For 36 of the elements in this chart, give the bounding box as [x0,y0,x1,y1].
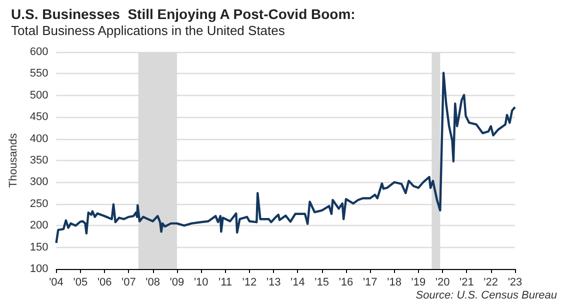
y-tick-label: 550 [30,68,48,80]
line-series [55,72,516,244]
x-tick-label: '09 [170,276,184,288]
x-tick-label: '13 [266,276,281,288]
chart-subtitle: Total Business Applications in the United States [11,23,286,38]
x-tick-label: '22 [484,276,498,288]
x-tick-label: '12 [242,276,257,288]
x-tick-label: '20 [435,276,450,288]
y-tick-label: 500 [30,89,48,102]
y-tick-label: 400 [30,132,48,145]
x-tick-label: '21 [460,276,474,288]
y-tick-label: 150 [30,241,48,254]
y-tick-label: 200 [30,220,48,232]
x-tick-label: '07 [122,276,136,288]
y-tick-label: 450 [30,111,48,124]
x-tick-label: '05 [73,276,88,288]
x-tick-label: '16 [338,276,354,288]
x-tick-label: '10 [194,276,208,288]
x-tick-label: '08 [146,276,160,288]
source-note: Source: U.S. Census Bureau [416,290,558,302]
x-tick-label: '19 [411,276,426,288]
y-tick-label: 350 [30,154,48,166]
x-tick-label: '06 [97,276,112,288]
chart-title: U.S. Businesses Still Enjoying A Post-Covid Boom: [11,6,356,22]
y-tick-label: 250 [30,198,48,210]
x-tick-label: '15 [314,276,330,288]
y-axis-title: Thousands [8,132,20,188]
y-tick-label: 600 [30,46,48,58]
x-tick-label: '14 [290,276,305,288]
x-tick-label: '17 [362,276,378,288]
y-tick-label: 300 [30,176,48,188]
x-tick-label: '23 [508,276,522,288]
x-tick-label: '18 [387,276,402,288]
x-tick-label: '04 [49,276,64,288]
x-tick-label: '11 [218,276,232,288]
y-tick-label: 100 [30,263,48,275]
